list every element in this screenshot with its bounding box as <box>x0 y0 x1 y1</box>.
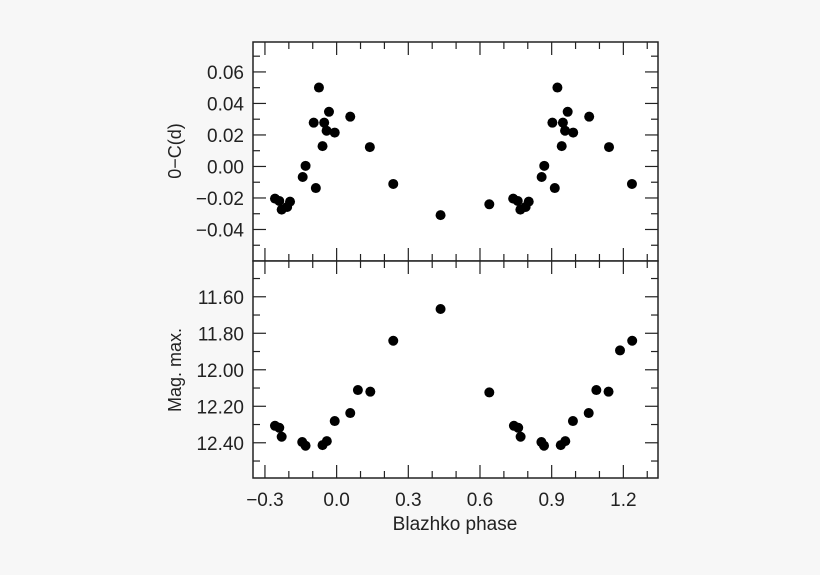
data-point <box>297 172 308 183</box>
y-tick-label: −0.02 <box>196 189 244 210</box>
x-tick-label: 1.2 <box>610 490 636 511</box>
data-point <box>549 183 560 194</box>
data-point <box>484 387 495 398</box>
y-tick-label: 0.02 <box>207 126 244 147</box>
data-point <box>321 125 332 136</box>
data-point <box>591 385 602 396</box>
data-point <box>435 303 446 314</box>
data-point <box>603 386 614 397</box>
plot-area <box>253 261 658 478</box>
data-point <box>604 142 615 153</box>
data-point <box>536 172 547 183</box>
data-point <box>562 106 573 117</box>
y-axis-label-bottom: Mag. max. <box>165 328 185 412</box>
x-tick-label: 0.9 <box>538 490 564 511</box>
data-point <box>539 440 550 451</box>
y-tick-label: 0.04 <box>207 94 244 115</box>
data-point <box>627 335 638 346</box>
x-tick-label: 0.3 <box>395 490 421 511</box>
data-point <box>560 125 571 136</box>
y-tick-label: −0.04 <box>196 220 245 241</box>
y-tick-label: 0.06 <box>207 63 244 84</box>
data-point <box>388 178 399 189</box>
data-point <box>626 178 637 189</box>
x-tick-label: −0.3 <box>246 490 284 511</box>
data-point <box>329 127 340 138</box>
data-point <box>300 160 311 171</box>
data-point <box>515 431 526 442</box>
data-point <box>317 141 328 152</box>
data-point <box>308 117 319 128</box>
y-tick-label: 12.20 <box>196 397 244 418</box>
data-point <box>556 141 567 152</box>
y-tick-label: 12.40 <box>196 434 244 455</box>
y-tick-label: 11.60 <box>198 288 244 309</box>
data-point <box>539 160 550 171</box>
data-point <box>319 117 330 128</box>
data-point <box>547 117 558 128</box>
data-point <box>352 385 363 396</box>
plot-area <box>253 42 658 261</box>
data-point <box>523 196 534 207</box>
data-point <box>552 82 563 93</box>
data-point <box>512 195 523 206</box>
data-point <box>584 111 595 122</box>
x-tick-label: 0.6 <box>467 490 493 511</box>
data-point <box>345 408 356 419</box>
data-point <box>329 416 340 427</box>
data-point <box>568 127 579 138</box>
data-point <box>310 183 321 194</box>
data-point <box>300 440 311 451</box>
data-point <box>274 422 285 433</box>
data-point <box>557 117 568 128</box>
data-point <box>274 195 285 206</box>
data-point <box>313 82 324 93</box>
panel-frame <box>252 260 659 479</box>
y-tick-label: 12.00 <box>196 361 244 382</box>
y-tick-label: 11.80 <box>198 324 244 345</box>
data-point <box>484 199 495 210</box>
data-point <box>567 416 578 427</box>
data-point <box>323 106 334 117</box>
data-point <box>321 436 332 447</box>
bottom-panel-magmax: 11.60 11.80 12.00 12.20 12.40 −0.3 0.0 0.3 0.6 0.… <box>196 260 659 511</box>
data-point <box>388 335 399 346</box>
data-point <box>615 345 626 356</box>
data-point <box>560 436 571 447</box>
x-axis-label: Blazhko phase <box>393 514 518 535</box>
data-point <box>364 142 375 153</box>
y-axis-label-top: 0−C(d) <box>165 123 185 179</box>
data-point <box>276 431 287 442</box>
y-tick-label: 0.00 <box>207 157 244 178</box>
data-point <box>435 210 446 221</box>
data-point <box>285 196 296 207</box>
data-point <box>365 386 376 397</box>
data-point <box>513 422 524 433</box>
data-point <box>345 111 356 122</box>
x-tick-label: 0.0 <box>323 490 349 511</box>
data-point <box>583 408 594 419</box>
top-panel-oc: 0.06 0.04 0.02 0.00 −0.02 −0.04 <box>196 41 659 262</box>
